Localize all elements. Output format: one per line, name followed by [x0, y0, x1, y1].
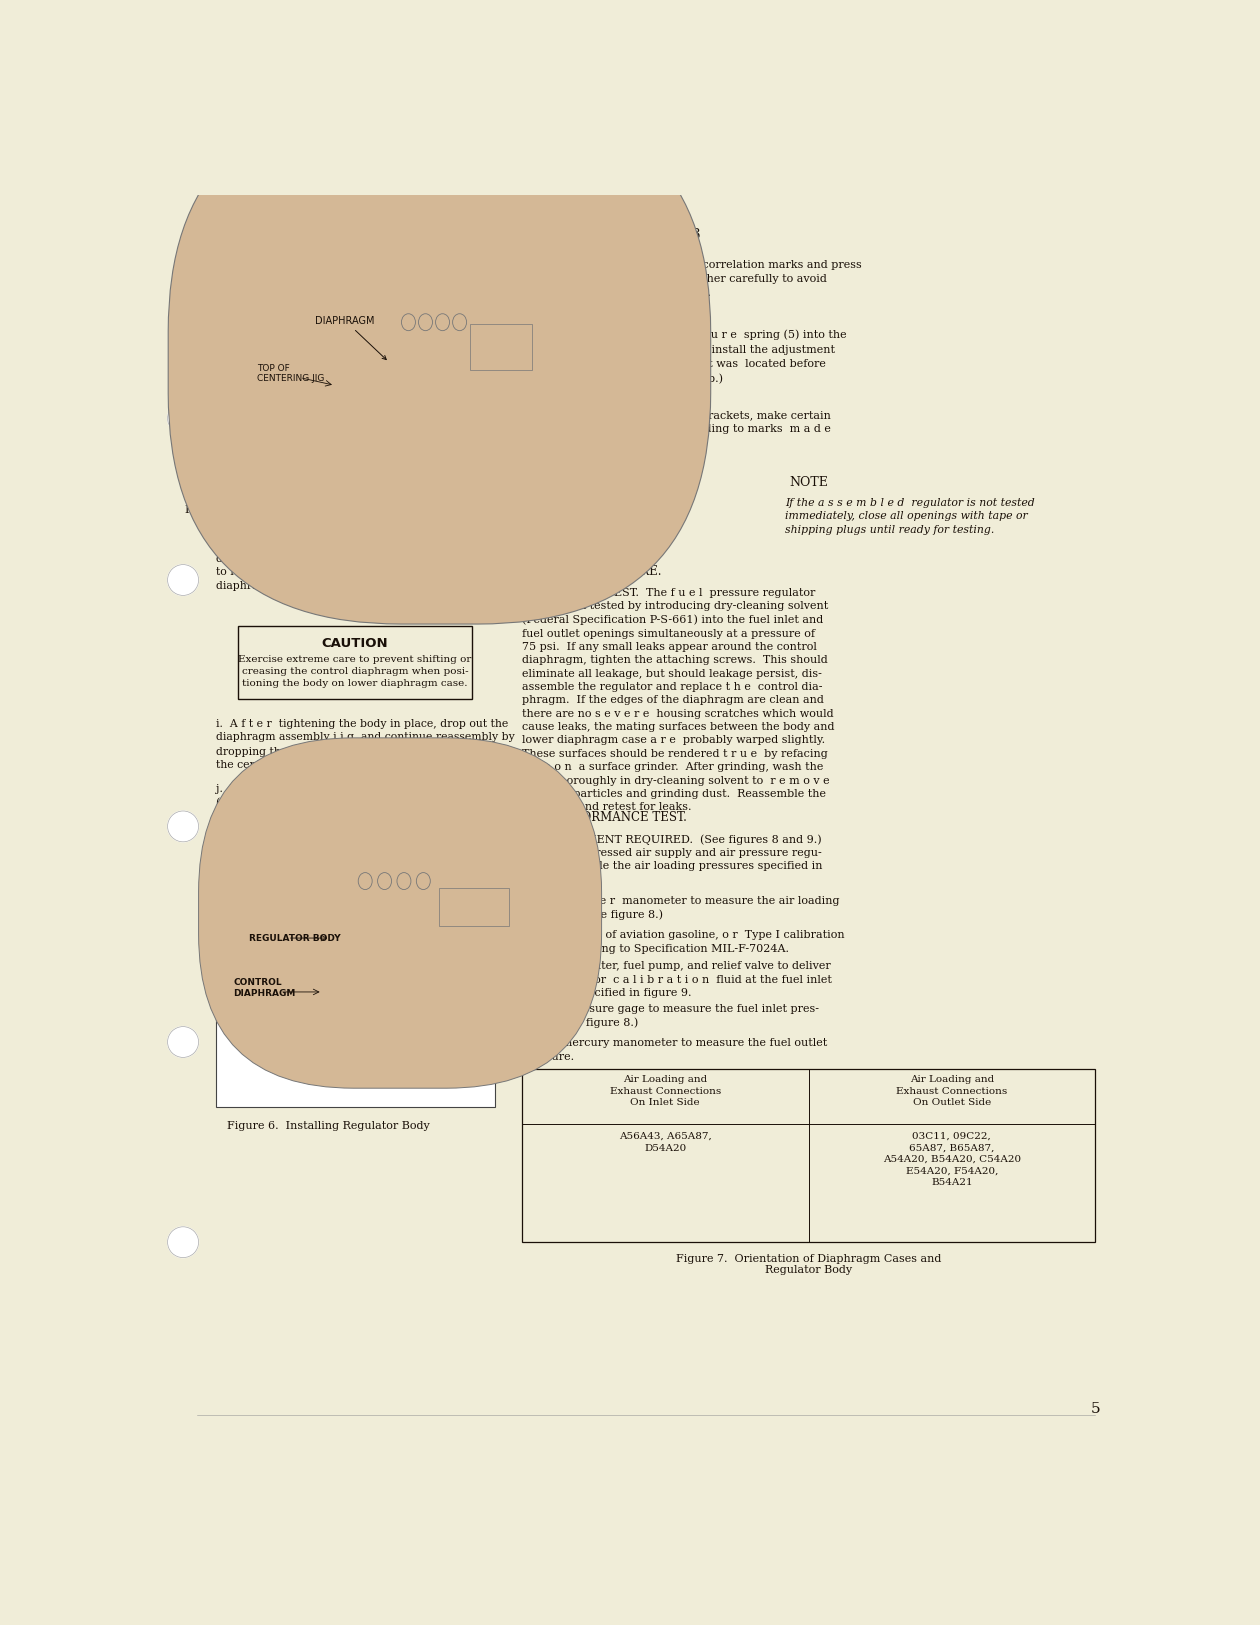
Text: c.  A source of aviation gasoline, o r  Type I calibration
fluid conforming to S: c. A source of aviation gasoline, o r Ty…: [522, 931, 844, 954]
FancyBboxPatch shape: [304, 923, 423, 996]
Text: •: •: [179, 265, 184, 275]
Text: l.  On all regulators u s i n g  brackets, make certain
the brackets are  instal: l. On all regulators u s i n g brackets,…: [522, 411, 830, 449]
Circle shape: [168, 564, 199, 595]
Ellipse shape: [300, 362, 455, 392]
Circle shape: [168, 811, 199, 842]
Ellipse shape: [402, 314, 416, 330]
Text: TOP OF
CENTERING JIG: TOP OF CENTERING JIG: [257, 364, 325, 384]
FancyBboxPatch shape: [284, 988, 455, 1046]
Circle shape: [168, 1227, 199, 1258]
Ellipse shape: [273, 403, 483, 445]
FancyBboxPatch shape: [438, 887, 509, 926]
Ellipse shape: [328, 375, 428, 396]
Ellipse shape: [418, 314, 432, 330]
Text: REGULATOR BODY: REGULATOR BODY: [249, 933, 340, 942]
Text: A56A43, A65A87,
D54A20: A56A43, A65A87, D54A20: [619, 1133, 712, 1152]
Bar: [215, 884, 495, 1108]
Text: If the a s s e m b l e d  regulator is not tested
immediately, close all opening: If the a s s e m b l e d regulator is no…: [785, 497, 1034, 535]
Ellipse shape: [261, 1014, 478, 1055]
Text: b.  A  w a t e r  manometer to measure the air loading
pressure.  (See figure 8.: b. A w a t e r manometer to measure the …: [522, 895, 839, 920]
Text: 12.  EQUIPMENT REQUIRED.  (See figures 8 and 9.)
    a.  A compressed air supply: 12. EQUIPMENT REQUIRED. (See figures 8 a…: [522, 834, 823, 884]
Ellipse shape: [324, 344, 416, 372]
FancyBboxPatch shape: [199, 738, 601, 1089]
Ellipse shape: [273, 403, 483, 445]
Bar: [522, 1069, 1095, 1242]
Text: Align the s c r e w h o l e s  and correlation marks and press
the t w o  diaphr: Align the s c r e w h o l e s and correl…: [522, 260, 862, 297]
Text: Figure 6.  Installing Regulator Body: Figure 6. Installing Regulator Body: [227, 1121, 430, 1131]
Text: j.  When installing the loading diaphragm assembly
(16) place it in position on : j. When installing the loading diaphragm…: [215, 783, 532, 865]
Text: k.  Insert t h e  outlet  p r e s s u r e  spring (5) into the
upper diaphragm c: k. Insert t h e outlet p r e s s u r e s…: [522, 330, 847, 383]
Text: f.  A mercury manometer to measure the fuel outlet
pressure.: f. A mercury manometer to measure the fu…: [522, 1038, 827, 1061]
Text: Diaphragm Assembly Jig: Diaphragm Assembly Jig: [260, 517, 398, 526]
Ellipse shape: [358, 873, 372, 889]
Text: h.  Make c e r t a i n that the correlation marks made
during disassembly are ma: h. Make c e r t a i n that the correlati…: [215, 540, 520, 592]
FancyBboxPatch shape: [470, 323, 533, 370]
Text: 9.  TEST PROCEDURE.: 9. TEST PROCEDURE.: [522, 564, 662, 577]
Text: 11.  PERFORMANCE TEST.: 11. PERFORMANCE TEST.: [522, 811, 687, 824]
Text: Figure 5.  Placing Control Diaphragm Assembly on: Figure 5. Placing Control Diaphragm Asse…: [185, 505, 472, 515]
Text: T.O. 15H6-4-8-3: T.O. 15H6-4-8-3: [591, 228, 701, 242]
Ellipse shape: [261, 1014, 478, 1055]
Circle shape: [168, 403, 199, 434]
Text: i.  A f t e r  tightening the body in place, drop out the
diaphragm assembly j i: i. A f t e r tightening the body in plac…: [215, 718, 514, 770]
Circle shape: [168, 1027, 199, 1058]
Bar: [215, 254, 495, 491]
Text: e.  A pressure gage to measure the fuel inlet pres-
sure.  (See figure 8.): e. A pressure gage to measure the fuel i…: [522, 1004, 819, 1027]
Text: Regulator Body: Regulator Body: [765, 1266, 852, 1276]
Text: DIAPHRAGM: DIAPHRAGM: [315, 315, 387, 359]
Text: Figure 7.  Orientation of Diaphragm Cases and: Figure 7. Orientation of Diaphragm Cases…: [675, 1254, 941, 1264]
Text: 5: 5: [1090, 1402, 1100, 1417]
Bar: [238, 626, 472, 699]
Text: CAUTION: CAUTION: [321, 637, 388, 650]
Ellipse shape: [416, 873, 431, 889]
Text: NOTE: NOTE: [789, 476, 828, 489]
FancyBboxPatch shape: [168, 101, 711, 624]
Text: Air Loading and
Exhaust Connections
On Outlet Side: Air Loading and Exhaust Connections On O…: [896, 1076, 1008, 1107]
FancyBboxPatch shape: [300, 377, 455, 439]
Text: 10.  LEAKAGE TEST.  The f u e l  pressure regulator
can be leak tested by introd: 10. LEAKAGE TEST. The f u e l pressure r…: [522, 588, 834, 812]
Text: CONTROL
DIAPHRAGM: CONTROL DIAPHRAGM: [233, 978, 296, 998]
Text: d.  A fuel filter, fuel pump, and relief valve to deliver
the gasoline or  c a l: d. A fuel filter, fuel pump, and relief …: [522, 960, 832, 998]
Text: 03C11, 09C22,
65A87, B65A87,
A54A20, B54A20, C54A20
E54A20, F54A20,
B54A21: 03C11, 09C22, 65A87, B65A87, A54A20, B54…: [883, 1133, 1021, 1186]
Ellipse shape: [452, 314, 466, 330]
Ellipse shape: [302, 908, 423, 936]
Ellipse shape: [436, 314, 450, 330]
Text: Exercise extreme care to prevent shifting or
creasing the control diaphragm when: Exercise extreme care to prevent shiftin…: [238, 655, 471, 687]
Text: Air Loading and
Exhaust Connections
On Inlet Side: Air Loading and Exhaust Connections On I…: [610, 1076, 721, 1107]
Ellipse shape: [378, 873, 392, 889]
Ellipse shape: [284, 972, 455, 1004]
Ellipse shape: [397, 873, 411, 889]
